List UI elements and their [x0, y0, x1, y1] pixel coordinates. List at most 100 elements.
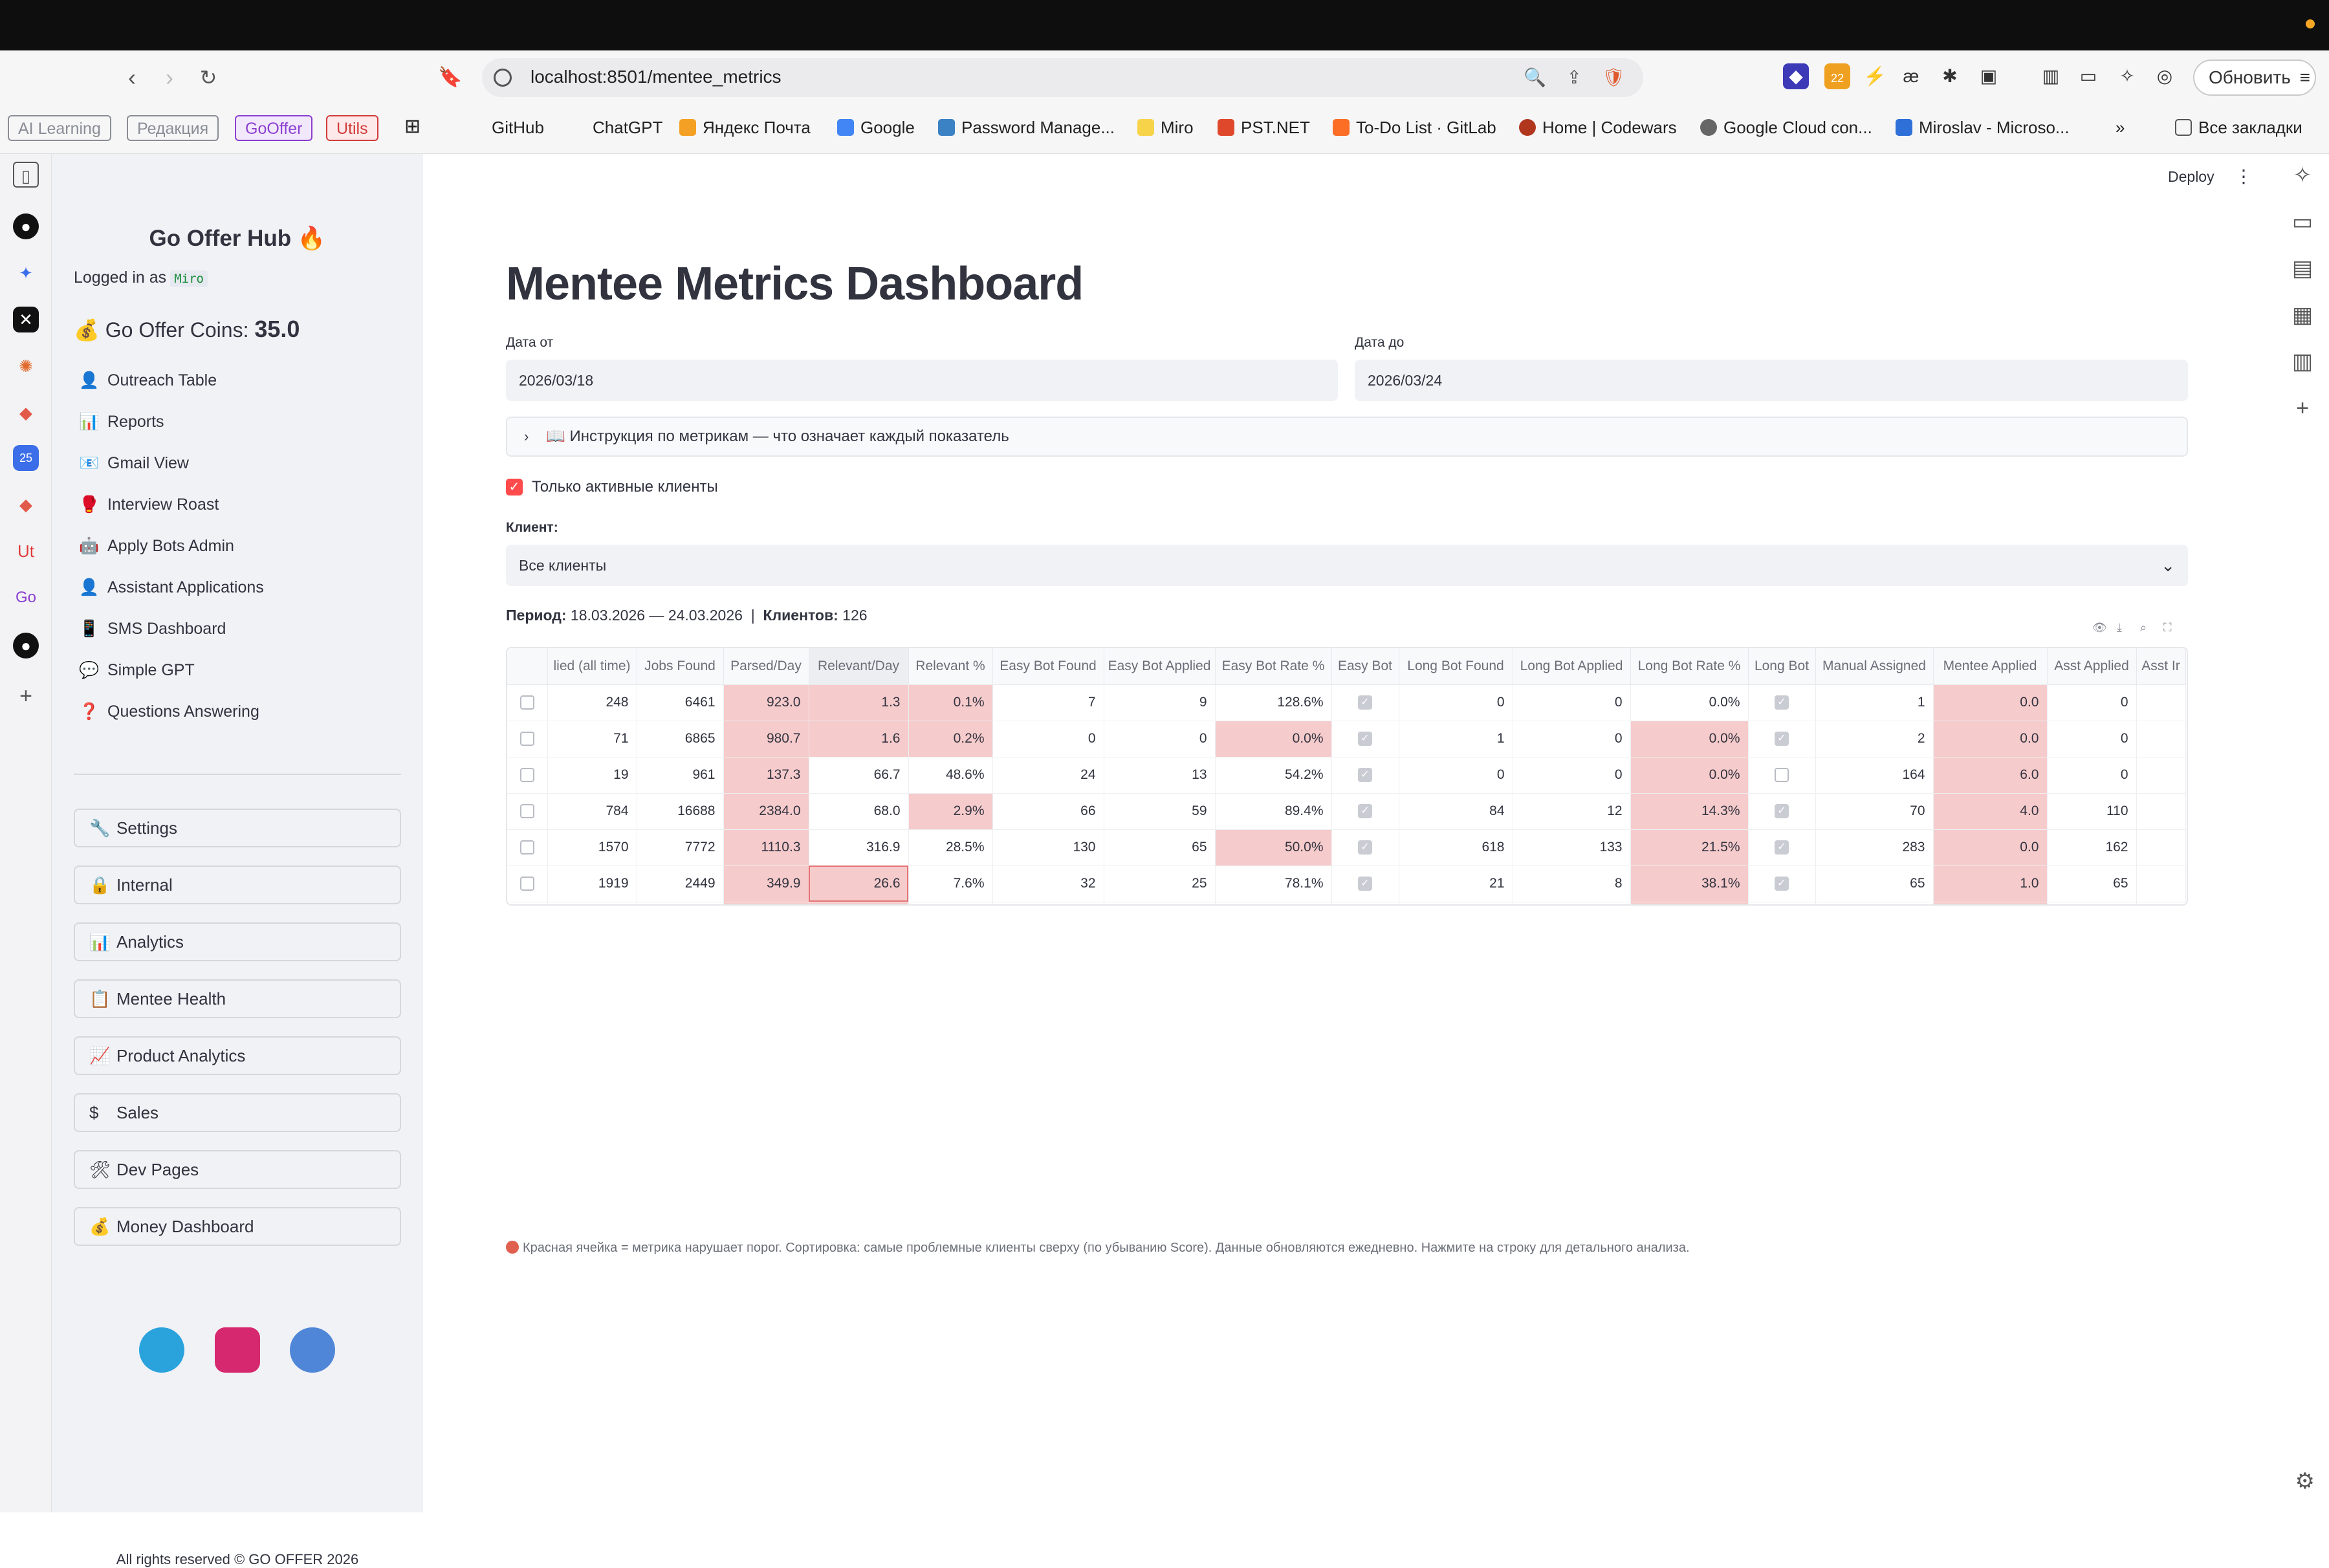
table-cell[interactable]: 0	[2047, 902, 2137, 904]
bool-cell[interactable]: ✓	[1748, 684, 1816, 721]
download-icon[interactable]: ⤓	[2117, 621, 2122, 634]
column-header[interactable]: Mentee Applied	[1933, 648, 2048, 685]
table-cell[interactable]	[2136, 793, 2186, 830]
table-cell[interactable]: 8	[1513, 866, 1631, 902]
table-cell[interactable]: 26.6	[809, 866, 909, 902]
bool-cell[interactable]: ✓	[1331, 866, 1399, 902]
site-info-icon[interactable]	[494, 69, 512, 87]
bool-cell[interactable]: ✓	[1748, 793, 1816, 830]
bool-cell[interactable]: ✓	[1748, 866, 1816, 902]
table-cell[interactable]: 0	[1399, 684, 1513, 721]
checkbox-icon[interactable]	[519, 768, 534, 783]
nav-simple-gpt[interactable]: 💬 Simple GPT	[79, 661, 195, 679]
nav-interview-roast[interactable]: 🥊 Interview Roast	[79, 495, 219, 514]
tab-favicon[interactable]: ✕	[13, 307, 39, 332]
nav-outreach-table[interactable]: 👤 Outreach Table	[79, 371, 217, 389]
table-row[interactable]: 71 6865 980.7 1.6 0.2% 0 0 0.0% ✓ 1 0 0.0% ✓ 2 0.0 0	[507, 721, 2186, 757]
ai-sparkle-icon[interactable]: ✧	[2293, 163, 2312, 188]
table-cell[interactable]: 7	[1104, 902, 1216, 904]
telegram-icon[interactable]	[139, 1327, 184, 1373]
extension-icon[interactable]: ⚡	[1863, 66, 1886, 86]
table-cell[interactable]: 9	[1104, 684, 1216, 721]
table-cell[interactable]: 1.6	[809, 721, 909, 757]
table-cell[interactable]: 32.5%	[908, 902, 993, 904]
table-cell[interactable]: 48.6%	[908, 757, 993, 794]
client-select[interactable]: Все клиенты ⌄	[506, 545, 2188, 586]
table-cell[interactable]: 19	[547, 757, 637, 794]
table-cell[interactable]: 0.0%	[1630, 721, 1749, 757]
table-cell[interactable]: 1110.3	[723, 829, 809, 866]
table-cell[interactable]: 71	[547, 721, 637, 757]
checkbox-icon[interactable]	[519, 695, 534, 710]
table-cell[interactable]: 9	[1815, 902, 1934, 904]
table-cell[interactable]: 13	[1104, 757, 1216, 794]
table-row[interactable]: 19 961 137.3 66.7 48.6% 24 13 54.2% ✓ 0 0 0.0% 164 6.…	[507, 757, 2186, 794]
globe-icon[interactable]	[290, 1327, 335, 1373]
table-cell[interactable]: 0.0%	[1630, 684, 1749, 721]
column-header[interactable]: Long Bot Applied	[1513, 648, 1631, 685]
bookmark-yandex-mail[interactable]: Яндекс Почта	[679, 118, 811, 138]
table-cell[interactable]: 0	[2047, 721, 2137, 757]
table-cell[interactable]: 25	[1104, 866, 1216, 902]
table-cell[interactable]: 1	[1399, 721, 1513, 757]
table-cell[interactable]: 0.2%	[908, 721, 993, 757]
table-cell[interactable]: 45.3	[723, 902, 809, 904]
more-menu-icon[interactable]: ⋮	[2235, 166, 2253, 186]
table-cell[interactable]: 59	[1104, 793, 1216, 830]
table-cell[interactable]	[2136, 829, 2186, 866]
bookmark-icon[interactable]: ▦	[2291, 303, 2313, 327]
table-cell[interactable]	[2136, 721, 2186, 757]
share-icon[interactable]: ⇪	[1566, 67, 1582, 87]
update-button[interactable]: Обновить ≡	[2193, 60, 2316, 96]
section-dev-pages[interactable]: 🛠 Dev Pages	[74, 1150, 401, 1189]
bool-cell[interactable]: ✓	[1331, 684, 1399, 721]
extension-badge-icon[interactable]: 22	[1824, 63, 1850, 89]
table-cell[interactable]: 1.3	[809, 684, 909, 721]
table-cell[interactable]: 54.2%	[1215, 757, 1332, 794]
bookmark-chatgpt[interactable]: ChatGPT	[593, 118, 663, 137]
table-cell[interactable]: 283	[1815, 829, 1934, 866]
section-mentee-health[interactable]: 📋 Mentee Health	[74, 979, 401, 1018]
bool-cell[interactable]	[1748, 902, 1816, 904]
table-cell[interactable]: 133	[1513, 829, 1631, 866]
tab-group-utils[interactable]: Utils	[326, 115, 378, 141]
extension-icon[interactable]: ◆	[1783, 63, 1809, 89]
table-cell[interactable]: 4.0	[1933, 793, 2048, 830]
select-all-header[interactable]	[507, 648, 548, 685]
table-cell[interactable]: 38.1%	[1630, 866, 1749, 902]
section-analytics[interactable]: 📊 Analytics	[74, 922, 401, 961]
table-cell[interactable]: 0	[1399, 902, 1513, 904]
table-cell[interactable]: 980.7	[723, 721, 809, 757]
section-settings[interactable]: 🔧 Settings	[74, 809, 401, 847]
bool-cell[interactable]: ✓	[1748, 829, 1816, 866]
tab-group-redaktsiya[interactable]: Редакция	[127, 115, 219, 141]
bool-cell[interactable]: ✓	[1331, 829, 1399, 866]
table-cell[interactable]: 0	[1513, 721, 1631, 757]
table-cell[interactable]: 1	[1815, 684, 1934, 721]
wallet-icon[interactable]: ▭	[2079, 66, 2097, 86]
address-bar[interactable]: localhost:8501/mentee_metrics 🔍 ⇪ 🛡	[482, 58, 1643, 97]
reading-list-icon[interactable]: ▥	[2291, 349, 2313, 374]
table-cell[interactable]: 84	[1399, 793, 1513, 830]
section-sales[interactable]: $ Sales	[74, 1093, 401, 1132]
tab-group-gooffer[interactable]: GoOffer	[235, 115, 313, 141]
table-cell[interactable]: 137.3	[723, 757, 809, 794]
tab-group-gooffer-label[interactable]: Go	[15, 589, 36, 606]
table-cell[interactable]: 50.0%	[1215, 829, 1332, 866]
column-header[interactable]: Asst Applied	[2047, 648, 2137, 685]
row-checkbox[interactable]	[507, 793, 548, 830]
tab-favicon[interactable]: ●	[13, 633, 39, 659]
table-cell[interactable]: 2449	[637, 866, 724, 902]
table-cell[interactable]: 0	[1513, 902, 1631, 904]
table-cell[interactable]: 140.0%	[1215, 902, 1332, 904]
checkbox-icon[interactable]	[519, 804, 534, 819]
table-cell[interactable]: 7.6%	[908, 866, 993, 902]
row-checkbox[interactable]	[507, 757, 548, 794]
table-cell[interactable]: 0	[1513, 757, 1631, 794]
extension-icon[interactable]: ▣	[1980, 66, 1998, 86]
table-cell[interactable]: 5	[992, 902, 1104, 904]
table-cell[interactable]: 0.0	[1933, 684, 2048, 721]
table-cell[interactable]: 24	[992, 757, 1104, 794]
table-cell[interactable]: 65	[2047, 866, 2137, 902]
table-cell[interactable]: 0	[992, 721, 1104, 757]
